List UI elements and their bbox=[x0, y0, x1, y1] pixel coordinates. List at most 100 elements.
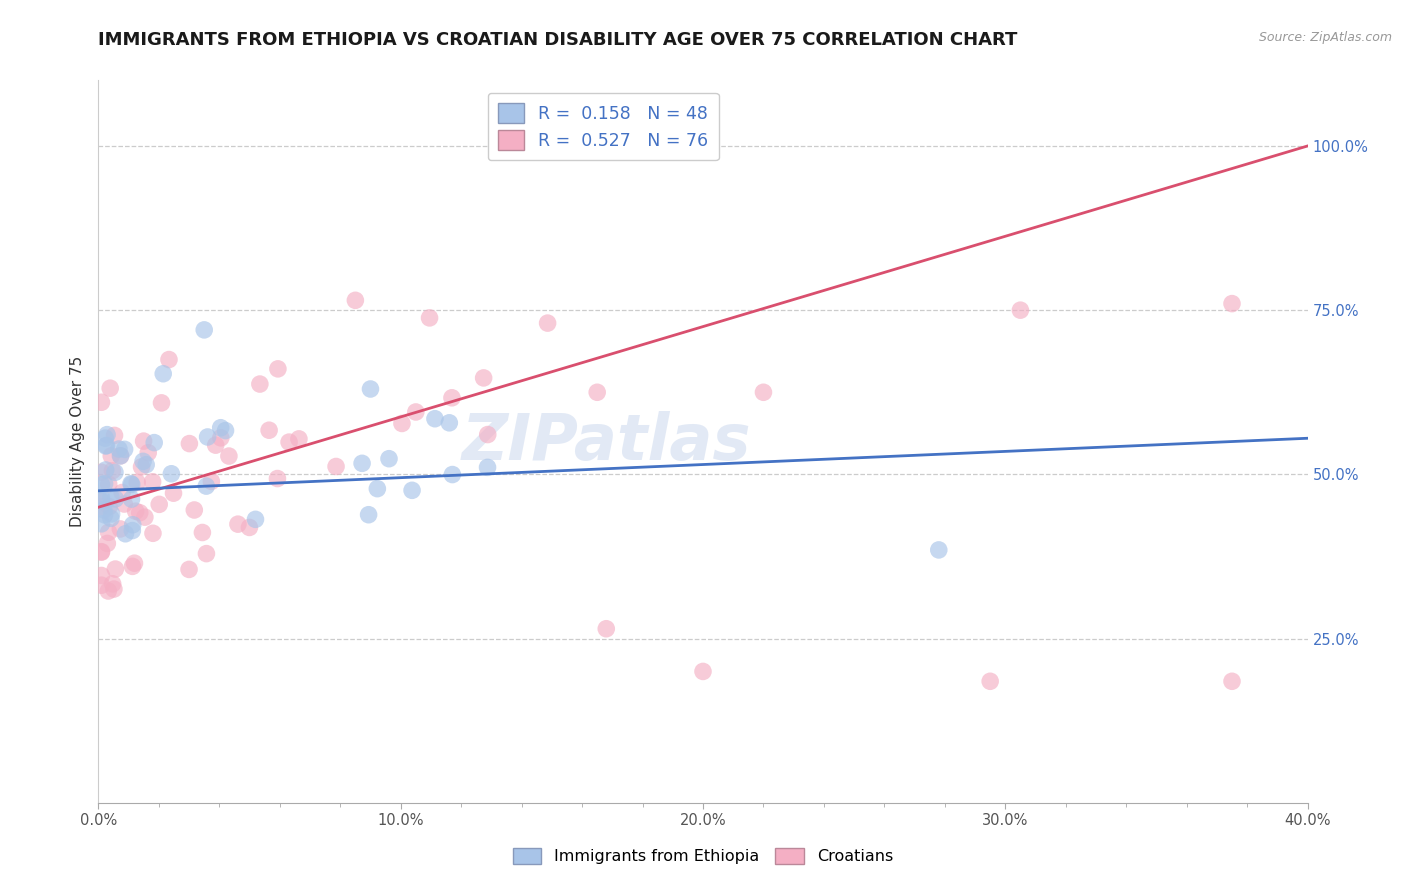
Point bbox=[104, 562, 127, 576]
Point bbox=[979, 674, 1001, 689]
Point bbox=[267, 362, 290, 376]
Point bbox=[360, 382, 382, 396]
Point bbox=[112, 497, 135, 511]
Point bbox=[135, 458, 157, 472]
Point bbox=[238, 520, 260, 534]
Point bbox=[96, 438, 118, 452]
Point bbox=[152, 367, 174, 381]
Point bbox=[214, 424, 236, 438]
Point bbox=[401, 483, 423, 498]
Point bbox=[160, 467, 183, 481]
Point bbox=[104, 491, 127, 506]
Point bbox=[134, 510, 156, 524]
Point bbox=[752, 385, 775, 400]
Point bbox=[96, 536, 118, 550]
Point bbox=[440, 391, 463, 405]
Point bbox=[405, 405, 427, 419]
Point bbox=[98, 381, 121, 395]
Point bbox=[204, 438, 226, 452]
Point bbox=[101, 576, 124, 591]
Point bbox=[121, 559, 143, 574]
Point bbox=[177, 562, 200, 576]
Text: Source: ZipAtlas.com: Source: ZipAtlas.com bbox=[1258, 31, 1392, 45]
Y-axis label: Disability Age Over 75: Disability Age Over 75 bbox=[69, 356, 84, 527]
Point bbox=[193, 323, 215, 337]
Point bbox=[121, 492, 143, 507]
Point bbox=[124, 556, 146, 570]
Point bbox=[121, 524, 143, 538]
Point bbox=[278, 435, 301, 450]
Point bbox=[124, 504, 146, 518]
Point bbox=[103, 582, 125, 596]
Point bbox=[143, 435, 166, 450]
Point bbox=[197, 430, 219, 444]
Point bbox=[218, 449, 240, 463]
Point bbox=[97, 525, 120, 540]
Point bbox=[114, 442, 136, 457]
Point bbox=[191, 525, 214, 540]
Point bbox=[536, 316, 558, 330]
Point bbox=[90, 395, 112, 409]
Point bbox=[344, 293, 367, 308]
Point bbox=[93, 508, 115, 522]
Point bbox=[142, 526, 165, 541]
Point bbox=[157, 352, 180, 367]
Point bbox=[128, 506, 150, 520]
Point bbox=[93, 503, 115, 517]
Point bbox=[131, 459, 153, 474]
Point bbox=[110, 449, 132, 463]
Point bbox=[150, 396, 173, 410]
Point bbox=[100, 511, 122, 525]
Point bbox=[142, 475, 165, 489]
Point bbox=[94, 431, 117, 445]
Point bbox=[98, 500, 121, 514]
Point bbox=[127, 475, 149, 490]
Point bbox=[90, 494, 112, 508]
Legend: R =  0.158   N = 48, R =  0.527   N = 76: R = 0.158 N = 48, R = 0.527 N = 76 bbox=[488, 93, 718, 161]
Point bbox=[692, 665, 714, 679]
Point bbox=[183, 503, 205, 517]
Point bbox=[90, 545, 112, 559]
Point bbox=[477, 460, 499, 475]
Point bbox=[195, 547, 218, 561]
Point bbox=[325, 459, 347, 474]
Point bbox=[103, 428, 125, 442]
Point bbox=[477, 427, 499, 442]
Point bbox=[121, 517, 143, 532]
Point bbox=[90, 500, 112, 514]
Point bbox=[266, 471, 288, 485]
Point bbox=[93, 476, 115, 491]
Point bbox=[209, 431, 232, 445]
Point bbox=[90, 477, 112, 491]
Point bbox=[245, 512, 267, 526]
Legend: Immigrants from Ethiopia, Croatians: Immigrants from Ethiopia, Croatians bbox=[506, 841, 900, 871]
Point bbox=[110, 522, 132, 536]
Point bbox=[132, 454, 155, 468]
Point bbox=[423, 411, 446, 425]
Point bbox=[209, 421, 232, 435]
Point bbox=[101, 464, 124, 478]
Point bbox=[439, 416, 461, 430]
Point bbox=[195, 479, 218, 493]
Point bbox=[136, 446, 159, 460]
Point bbox=[100, 507, 122, 521]
Point bbox=[90, 465, 112, 479]
Point bbox=[357, 508, 380, 522]
Text: IMMIGRANTS FROM ETHIOPIA VS CROATIAN DISABILITY AGE OVER 75 CORRELATION CHART: IMMIGRANTS FROM ETHIOPIA VS CROATIAN DIS… bbox=[98, 31, 1018, 49]
Point bbox=[96, 427, 118, 442]
Point bbox=[100, 449, 122, 463]
Point bbox=[100, 490, 122, 504]
Point bbox=[90, 568, 112, 582]
Point bbox=[97, 477, 120, 491]
Point bbox=[226, 517, 249, 532]
Point bbox=[162, 486, 184, 500]
Point bbox=[595, 622, 617, 636]
Point bbox=[111, 485, 134, 500]
Point bbox=[391, 417, 413, 431]
Point bbox=[110, 449, 132, 463]
Point bbox=[94, 463, 117, 477]
Point bbox=[586, 385, 609, 400]
Point bbox=[90, 578, 112, 592]
Point bbox=[352, 456, 374, 470]
Point bbox=[121, 477, 143, 491]
